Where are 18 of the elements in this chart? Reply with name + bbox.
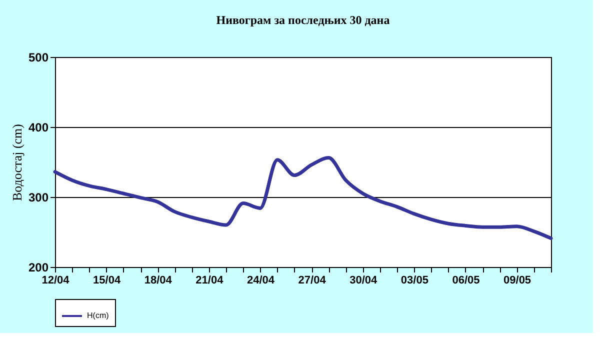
x-tick-label: 12/04 bbox=[42, 274, 70, 286]
y-tick-label: 500 bbox=[28, 50, 49, 64]
y-tick-label: 300 bbox=[28, 190, 49, 204]
legend-label: H(cm) bbox=[87, 311, 110, 320]
x-tick-label: 06/05 bbox=[452, 274, 480, 286]
x-tick-label: 03/05 bbox=[400, 274, 428, 286]
y-tick-label: 400 bbox=[28, 120, 49, 134]
y-tick-label: 200 bbox=[28, 260, 49, 274]
x-tick-label: 15/04 bbox=[93, 274, 122, 286]
x-tick-label: 30/04 bbox=[350, 274, 378, 286]
chart-title: Нивограм за последњих 30 дана bbox=[216, 13, 390, 27]
y-axis-title: Водостај (cm) bbox=[9, 124, 24, 202]
line-series bbox=[53, 156, 553, 240]
x-tick-label: 18/04 bbox=[144, 274, 173, 286]
x-tick-label: 21/04 bbox=[196, 274, 224, 286]
x-tick-label: 09/05 bbox=[504, 274, 532, 286]
x-tick-label: 24/04 bbox=[246, 274, 276, 286]
x-tick-label: 27/04 bbox=[298, 274, 327, 286]
